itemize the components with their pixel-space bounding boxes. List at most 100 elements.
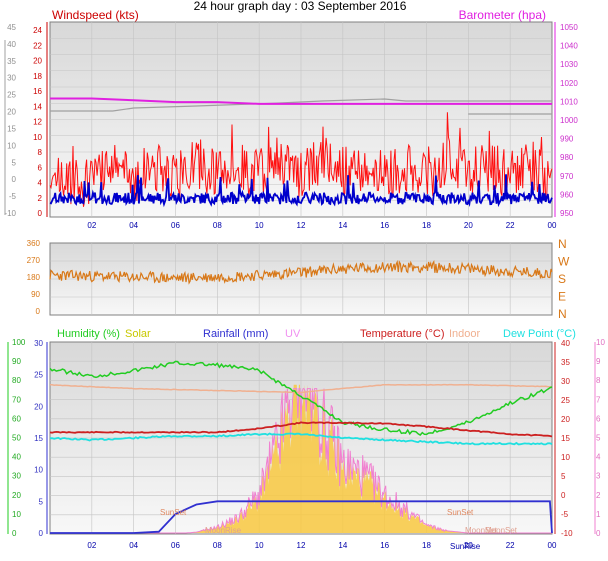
x-tick-label: 22 [506,541,515,550]
x-tick-label: 12 [297,221,306,230]
baro-tick: 970 [560,172,574,181]
uv-tick: 7 [596,395,601,404]
legend-entry: Rainfall (mm) [203,328,268,340]
x-tick-label: 22 [506,221,515,230]
direction-degree-tick: 270 [27,256,41,265]
x-tick-label: 02 [87,221,96,230]
climate-x-tick-labels: 02 04 06 08 10 12 14 16 18 20 22 00 [87,541,557,550]
wind-grey-tick: 35 [7,57,16,66]
wind-red-tick: 14 [33,102,42,111]
dewpoint-line [49,432,553,446]
temp-tick: 0 [561,491,566,500]
climate-panel: Humidity (%) Solar Rainfall (mm) UV Temperat… [7,328,605,551]
direction-degree-tick: 180 [27,273,41,282]
humidity-tick: 30 [12,472,21,481]
wind-red-tick: 6 [38,163,43,172]
baro-tick: 1030 [560,60,578,69]
wind-gust-line [49,112,553,207]
baro-tick: 1040 [560,42,578,51]
legend-entry: Dew Point (°C) [503,328,576,340]
rain-tick: 0 [39,529,44,538]
wind-grey-tick: -10 [4,209,16,218]
rain-tick: 5 [39,497,44,506]
direction-grid [50,243,552,315]
x-tick-label: 16 [380,221,389,230]
temp-tick: 35 [561,358,570,367]
indoor-temp-line [49,383,553,394]
x-tick-label: 18 [422,541,431,550]
x-tick-label: 02 [87,541,96,550]
rain-tick: 10 [34,466,43,475]
x-tick-label: 10 [255,221,264,230]
direction-compass-tick: S [558,272,566,286]
baro-tick: 990 [560,135,574,144]
wind-red-tick: 10 [33,133,42,142]
humidity-tick: 10 [12,510,21,519]
wind-red-tick: 12 [33,118,42,127]
direction-compass-tick: E [558,290,566,304]
rain-tick: 25 [34,371,43,380]
solar-area [50,384,552,533]
astro-label: MoonSet [465,526,498,535]
rain-tick: 30 [34,339,43,348]
astro-label: MoonSet [485,526,518,535]
direction-series [49,259,553,285]
wind-red-tick: 20 [33,57,42,66]
humidity-tick: 20 [12,491,21,500]
wind-series [49,97,553,208]
wind-average-line [49,174,553,208]
humidity-tick: 80 [12,376,21,385]
baro-tick: 950 [560,209,574,218]
humidity-tick: 60 [12,414,21,423]
humidity-tick: 100 [12,338,26,347]
x-tick-label: 06 [171,541,180,550]
x-tick-label: 16 [380,541,389,550]
humidity-tick: 70 [12,395,21,404]
wind-red-tick: 2 [38,194,43,203]
uv-tick: 8 [596,376,601,385]
wind-grey-tick: 30 [7,74,16,83]
temp-tick-labels: 40 35 30 25 20 15 10 5 0 -5 -10 [561,339,573,538]
wind-grey-tick: 15 [7,124,16,133]
baro-tick: 1000 [560,116,578,125]
direction-degree-tick: 0 [36,307,41,316]
uv-tick: 3 [596,472,601,481]
temp-tick: 40 [561,339,570,348]
direction-degree-tick: 90 [31,290,40,299]
legend-entry: Indoor [449,328,481,340]
page-title: 24 hour graph day : 03 September 2016 [194,0,407,13]
x-tick-label: 20 [464,221,473,230]
temp-tick: 30 [561,377,570,386]
x-tick-label: 04 [129,221,138,230]
wind-grey-tick: -5 [9,192,17,201]
wind-axis-title: Windspeed (kts) [52,8,139,22]
astro-annotations: SunSet SunSet SunRise MoonRise MoonSetMoonSe… [160,508,518,551]
astro-label: SunSet [160,508,187,517]
baro-tick: 1020 [560,79,578,88]
uv-tick: 0 [596,529,601,538]
x-tick-label: 08 [213,221,222,230]
baro-tick: 980 [560,153,574,162]
wind-grey-tick: 25 [7,91,16,100]
direction-compass-tick: W [558,255,570,269]
legend-entry: Solar [125,328,151,340]
astro-label: MoonRise [205,526,242,535]
direction-compass-tick: N [558,307,567,321]
humidity-tick: 40 [12,453,21,462]
x-tick-label: 00 [548,221,557,230]
wind-red-tick: 18 [33,72,42,81]
temperature-line [49,421,553,438]
wind-red-tick: 4 [38,179,43,188]
wind-grey-tick-labels: 45 40 35 30 25 20 15 10 5 0 -5 -10 [4,23,16,218]
uv-tick: 10 [596,338,605,347]
temp-tick: 5 [561,472,566,481]
wind-grey-tick: 10 [7,141,16,150]
x-tick-label: 20 [464,541,473,550]
rainfall-line [50,500,553,534]
wind-panel: Windspeed (kts) Barometer (hpa) 45403530… [4,8,578,230]
baro-axis-title: Barometer (hpa) [459,8,546,22]
